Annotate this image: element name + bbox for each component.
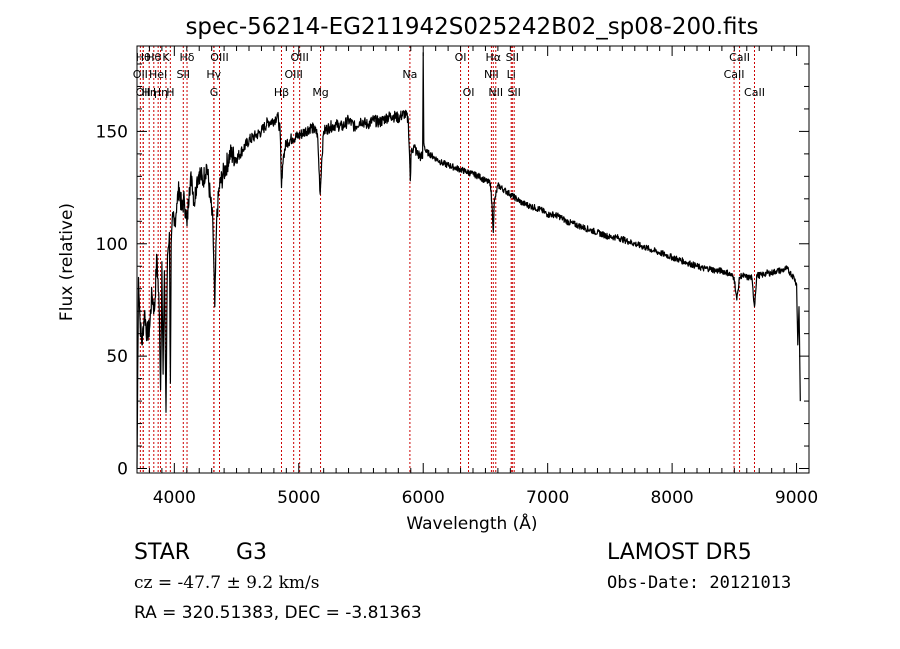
spectral-line-label: NII — [488, 86, 503, 99]
emission-line-labels: OIIHθOIIHηHθHeIHηKHSIIHδHγGOIIIHβOIIIOII… — [133, 51, 765, 99]
spectral-line-label: Hη — [142, 86, 157, 99]
spectral-line-label: Li — [507, 68, 516, 81]
spectral-line-label: SII — [507, 86, 520, 99]
spectral-line-label: NII — [484, 68, 499, 81]
x-tick-label: 9000 — [775, 488, 818, 508]
y-axis: 0 50 100 150 — [96, 63, 809, 480]
observation-date: Obs-Date: 20121013 — [607, 573, 792, 593]
chart-title: spec-56214-EG211942S025242B02_sp08-200.f… — [185, 14, 758, 40]
y-tick-label: 50 — [106, 347, 128, 367]
spectral-line-label: Hθ — [146, 51, 161, 64]
y-tick-label: 150 — [96, 122, 128, 142]
spectral-line-label: G — [210, 86, 219, 99]
spectral-line-label: Na — [402, 68, 417, 81]
spectral-line-label: OII — [136, 86, 151, 99]
x-axis-label: Wavelength (Å) — [406, 512, 537, 534]
spectrum-line — [136, 52, 801, 469]
y-axis-label: Flux (relative) — [57, 203, 77, 321]
spectral-line-label: CaII — [729, 51, 750, 64]
spectral-line-label: OII — [133, 68, 148, 81]
spectral-line-label: OIII — [210, 51, 228, 64]
spectral-line-label: Hδ — [180, 51, 195, 64]
y-tick-label: 0 — [117, 460, 128, 480]
plot-frame — [136, 45, 810, 474]
x-tick-label: 6000 — [402, 488, 445, 508]
spectral-line-label: SII — [506, 51, 519, 64]
emission-line-markers — [139, 46, 755, 473]
survey-name: LAMOST DR5 — [607, 540, 752, 565]
spectral-line-label: Hη — [153, 86, 168, 99]
x-tick-label: 8000 — [650, 488, 693, 508]
spectral-line-label: H — [166, 86, 174, 99]
spectral-line-label: OI — [463, 86, 475, 99]
x-tick-label: 7000 — [526, 488, 569, 508]
spectral-line-label: Hγ — [206, 68, 221, 81]
ra-dec-coordinates: RA = 320.51383, DEC = -3.81363 — [134, 603, 422, 623]
spectral-line-label: Hβ — [274, 86, 289, 99]
spectral-line-label: Mg — [312, 86, 328, 99]
spectral-line-label: CaII — [724, 68, 745, 81]
spectral-line-label: Hα — [486, 51, 502, 64]
spectral-line-label: HeI — [149, 68, 167, 81]
spectral-line-label: Hθ — [136, 51, 151, 64]
x-tick-label: 4000 — [153, 488, 196, 508]
x-axis: 4000 5000 6000 7000 8000 9000 — [136, 46, 818, 508]
spectral-line-label: SII — [177, 68, 190, 81]
object-class: STAR — [134, 540, 191, 565]
x-tick-label: 5000 — [277, 488, 320, 508]
spectral-line-label: K — [162, 51, 170, 64]
object-subclass: G3 — [236, 540, 268, 565]
spectral-line-label: CaII — [744, 86, 765, 99]
spectral-line-label: OIII — [290, 51, 308, 64]
spectral-line-label: OI — [455, 51, 467, 64]
y-tick-label: 100 — [96, 235, 128, 255]
spectral-line-label: OIII — [284, 68, 302, 81]
redshift-velocity: cz = -47.7 ± 9.2 km/s — [134, 573, 320, 593]
